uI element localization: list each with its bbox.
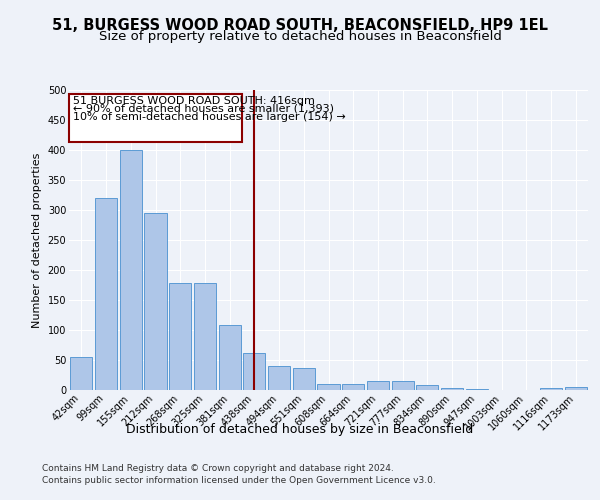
Bar [416, 385, 439, 390]
Text: Size of property relative to detached houses in Beaconsfield: Size of property relative to detached ho… [98, 30, 502, 43]
Bar [441, 388, 463, 390]
Bar [194, 283, 216, 390]
Text: Contains HM Land Registry data © Crown copyright and database right 2024.: Contains HM Land Registry data © Crown c… [42, 464, 394, 473]
Bar [342, 384, 364, 390]
Y-axis label: Number of detached properties: Number of detached properties [32, 152, 42, 328]
Bar [540, 388, 562, 390]
Bar [218, 325, 241, 390]
Text: 10% of semi-detached houses are larger (154) →: 10% of semi-detached houses are larger (… [73, 112, 346, 122]
Bar [268, 366, 290, 390]
Bar [243, 353, 265, 390]
Text: ← 90% of detached houses are smaller (1,393): ← 90% of detached houses are smaller (1,… [73, 104, 334, 114]
Bar [145, 213, 167, 390]
Text: Distribution of detached houses by size in Beaconsfield: Distribution of detached houses by size … [127, 422, 473, 436]
Bar [565, 387, 587, 390]
Bar [119, 150, 142, 390]
Bar [317, 384, 340, 390]
Text: 51 BURGESS WOOD ROAD SOUTH: 416sqm: 51 BURGESS WOOD ROAD SOUTH: 416sqm [73, 96, 315, 106]
Bar [392, 381, 414, 390]
FancyBboxPatch shape [70, 94, 242, 142]
Bar [169, 283, 191, 390]
Text: Contains public sector information licensed under the Open Government Licence v3: Contains public sector information licen… [42, 476, 436, 485]
Text: 51, BURGESS WOOD ROAD SOUTH, BEACONSFIELD, HP9 1EL: 51, BURGESS WOOD ROAD SOUTH, BEACONSFIEL… [52, 18, 548, 32]
Bar [70, 357, 92, 390]
Bar [95, 198, 117, 390]
Bar [293, 368, 315, 390]
Bar [367, 381, 389, 390]
